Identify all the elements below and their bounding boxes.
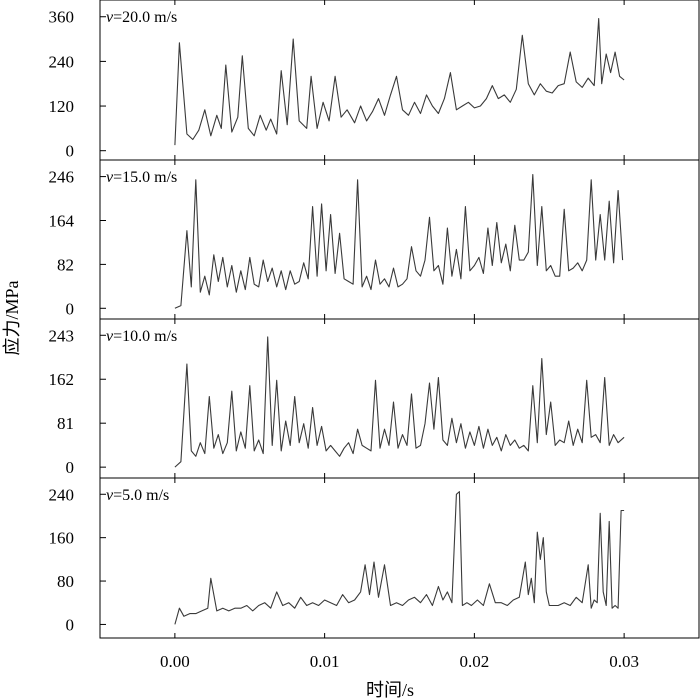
series-line — [174, 18, 625, 146]
panel-label: v=20.0 m/s — [106, 9, 177, 26]
panel-frame — [99, 477, 700, 639]
x-tick-label: 0.02 — [460, 652, 490, 671]
x-tick-label: 0.00 — [160, 652, 190, 671]
y-tick-label: 164 — [49, 211, 75, 230]
y-tick-label: 0 — [66, 615, 75, 634]
series-line — [174, 336, 625, 468]
x-axis: 0.00 0.01 0.02 0.03 — [160, 652, 639, 671]
y-tick-label: 82 — [57, 255, 74, 274]
series-line — [174, 173, 624, 309]
y-tick-label: 160 — [49, 529, 75, 548]
x-tick-label: 0.03 — [609, 652, 639, 671]
panel-4: 0 80 160 240 v=5.0 m/s — [49, 477, 700, 639]
panel-label: v=15.0 m/s — [106, 169, 177, 186]
x-axis-title: 时间/s — [366, 680, 414, 700]
y-tick-label: 360 — [49, 8, 75, 27]
y-tick-label: 0 — [66, 458, 75, 477]
panel-label: v=10.0 m/s — [106, 328, 177, 345]
panel-1: 0 120 240 360 v=20.0 m/s — [49, 0, 700, 161]
y-tick-label: 243 — [49, 326, 75, 345]
y-tick-label: 162 — [49, 370, 75, 389]
panel-3: 0 81 162 243 v=10.0 m/s — [49, 318, 700, 479]
y-tick-label: 240 — [49, 52, 75, 71]
panel-frame — [99, 159, 700, 320]
y-tick-label: 120 — [49, 97, 75, 116]
x-tick-label: 0.01 — [310, 652, 340, 671]
panel-label: v=5.0 m/s — [106, 487, 169, 504]
panel-frame — [99, 318, 700, 479]
series-line — [174, 491, 625, 625]
y-tick-label: 81 — [57, 414, 74, 433]
y-tick-label: 240 — [49, 485, 75, 504]
y-tick-label: 0 — [66, 142, 75, 161]
y-tick-label: 0 — [66, 299, 75, 318]
y-tick-label: 80 — [57, 572, 74, 591]
y-axis-title: 应力/MPa — [2, 280, 22, 355]
panel-2: 0 82 164 246 v=15.0 m/s — [49, 159, 700, 320]
y-tick-label: 246 — [49, 168, 75, 187]
